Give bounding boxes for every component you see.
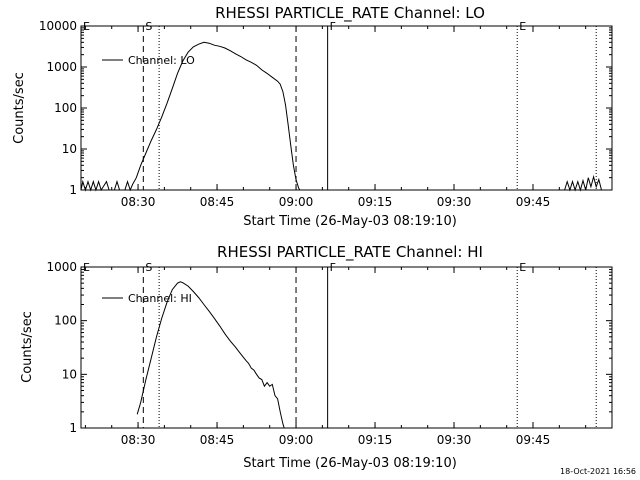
panel-lo: RHESSI PARTICLE_RATE Channel: LO Counts/… [12, 4, 613, 229]
x-tick-label: 09:30 [437, 195, 472, 209]
legend-label: Channel: LO [128, 54, 195, 67]
x-tick-label: 09:00 [279, 195, 314, 209]
event-marker-label: E [519, 20, 526, 33]
y-tick-label: 100 [54, 101, 77, 115]
x-tick-label: 08:45 [200, 195, 235, 209]
y-tick-label: 1 [69, 421, 77, 435]
y-tick-label: 10 [62, 367, 77, 381]
event-marker-label: S [145, 20, 152, 33]
panel-hi: RHESSI PARTICLE_RATE Channel: HI Counts/… [20, 243, 613, 471]
x-tick-label: 08:30 [121, 195, 156, 209]
x-tick-label: 09:45 [516, 433, 551, 447]
legend-label: Channel: HI [128, 292, 192, 305]
event-marker-label: F [330, 20, 336, 33]
event-marker-label: E [83, 20, 90, 33]
legend: Channel: LO [102, 54, 195, 67]
y-tick-label: 1000 [46, 60, 77, 74]
series-line [136, 281, 285, 429]
y-axis-label: Counts/sec [12, 72, 27, 144]
y-tick-label: 1 [69, 183, 77, 197]
series-line [80, 41, 301, 192]
event-marker-label: E [83, 261, 90, 274]
event-marker-label: E [519, 261, 526, 274]
event-marker-label: S [145, 261, 152, 274]
y-tick-label: 1000 [46, 260, 77, 274]
x-tick-label: 09:30 [437, 433, 472, 447]
event-marker-label: F [330, 261, 336, 274]
x-axis-label: Start Time (26-May-03 08:19:10) [243, 456, 457, 471]
x-tick-label: 09:15 [358, 433, 393, 447]
plot-frame [80, 25, 613, 191]
x-tick-label: 09:15 [358, 195, 393, 209]
x-axis-label: Start Time (26-May-03 08:19:10) [243, 214, 457, 229]
series-line [564, 174, 602, 192]
y-tick-label: 10 [62, 142, 77, 156]
y-axis-label: Counts/sec [20, 311, 35, 383]
x-tick-label: 09:45 [516, 195, 551, 209]
x-tick-label: 08:45 [200, 433, 235, 447]
y-tick-label: 100 [54, 314, 77, 328]
y-tick-label: 10000 [39, 19, 77, 33]
x-tick-label: 09:00 [279, 433, 314, 447]
x-tick-label: 08:30 [121, 433, 156, 447]
legend: Channel: HI [102, 292, 192, 305]
timestamp: 18-Oct-2021 16:56 [560, 467, 636, 476]
panel-title: RHESSI PARTICLE_RATE Channel: HI [217, 243, 483, 262]
panel-title: RHESSI PARTICLE_RATE Channel: LO [215, 4, 485, 23]
